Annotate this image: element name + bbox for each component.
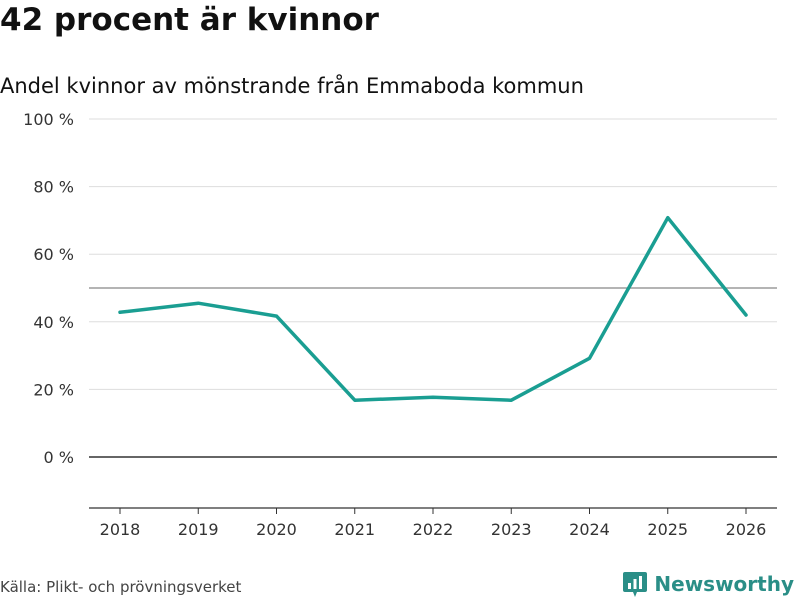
x-tick-label: 2021 xyxy=(334,520,375,539)
y-tick-label: 60 % xyxy=(33,245,74,264)
data-point xyxy=(588,356,591,360)
data-point xyxy=(275,314,278,318)
newsworthy-logo-icon xyxy=(623,572,648,597)
y-tick-label: 100 % xyxy=(23,110,74,129)
brand-logo: Newsworthy xyxy=(622,569,794,599)
series-line xyxy=(118,215,748,402)
x-tick-label: 2022 xyxy=(413,520,454,539)
brand-name: Newsworthy xyxy=(654,572,794,596)
data-point xyxy=(196,301,200,305)
x-tick-label: 2020 xyxy=(256,520,297,539)
y-tick-label: 20 % xyxy=(33,380,74,399)
x-tick-label: 2018 xyxy=(100,520,141,539)
data-point xyxy=(509,398,513,402)
x-tick-label: 2023 xyxy=(491,520,532,539)
x-tick-label: 2024 xyxy=(569,520,610,539)
source-note: Källa: Plikt- och prövningsverket xyxy=(0,578,242,596)
x-tick-label: 2025 xyxy=(647,520,688,539)
chart-title: 42 procent är kvinnor xyxy=(0,2,379,38)
y-tick-label: 80 % xyxy=(33,178,74,197)
data-point xyxy=(666,216,670,220)
chart-subtitle: Andel kvinnor av mönstrande från Emmabod… xyxy=(0,74,584,98)
data-point xyxy=(118,310,122,314)
data-point xyxy=(353,398,357,402)
y-tick-label: 0 % xyxy=(44,448,74,467)
x-tick-label: 2019 xyxy=(178,520,219,539)
x-tick-label: 2026 xyxy=(726,520,767,539)
y-tick-label: 40 % xyxy=(33,313,74,332)
data-point xyxy=(744,313,748,317)
data-point xyxy=(431,395,435,399)
